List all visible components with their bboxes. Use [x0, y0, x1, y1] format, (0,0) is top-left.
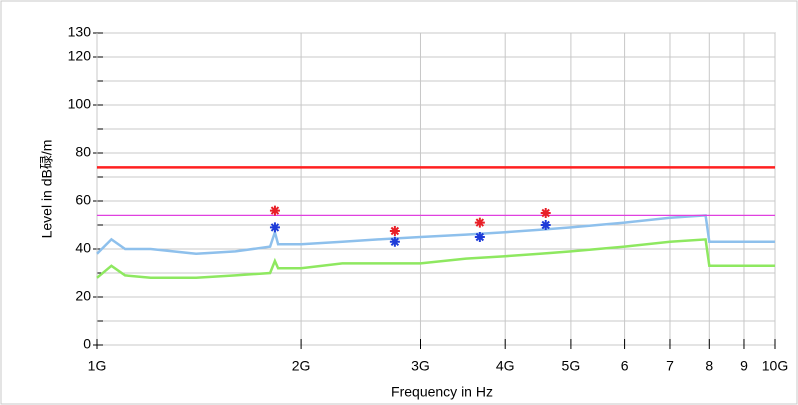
x-tick-label: 4G: [496, 358, 515, 374]
peak-marker: [540, 208, 551, 218]
y-tick-label: 20: [75, 288, 91, 304]
x-axis-label: Frequency in Hz: [391, 384, 493, 400]
peak-marker: [474, 232, 485, 242]
trace: [96, 238, 775, 280]
x-tick-label: 7: [666, 358, 674, 374]
y-tick-label: 100: [68, 96, 92, 112]
y-tick-label: 60: [75, 192, 91, 208]
y-tick-label: 0: [83, 336, 91, 352]
x-tick-label: 6: [621, 358, 629, 374]
y-tick-label: 80: [75, 144, 91, 160]
trace: [96, 214, 775, 256]
x-tick-label: 1G: [88, 358, 107, 374]
y-axis-label: Level in dB碌/m: [39, 140, 55, 239]
y-tick-label: 130: [68, 24, 92, 40]
peak-marker: [389, 226, 400, 236]
peak-marker: [474, 217, 485, 228]
x-tick-label: 3G: [411, 358, 430, 374]
plot-area: [96, 32, 776, 346]
y-tick-label: 120: [68, 48, 92, 64]
y-tick-label: 40: [75, 240, 91, 256]
x-tick-label: 9: [740, 358, 748, 374]
peak-marker: [540, 220, 551, 230]
peak-marker: [269, 205, 280, 216]
x-tick-label: 2G: [292, 358, 311, 374]
x-tick-label: 5G: [562, 358, 581, 374]
x-tick-label: 10G: [762, 358, 788, 374]
x-tick-label: 8: [705, 358, 713, 374]
peak-marker: [269, 222, 280, 233]
peak-marker: [389, 236, 400, 247]
